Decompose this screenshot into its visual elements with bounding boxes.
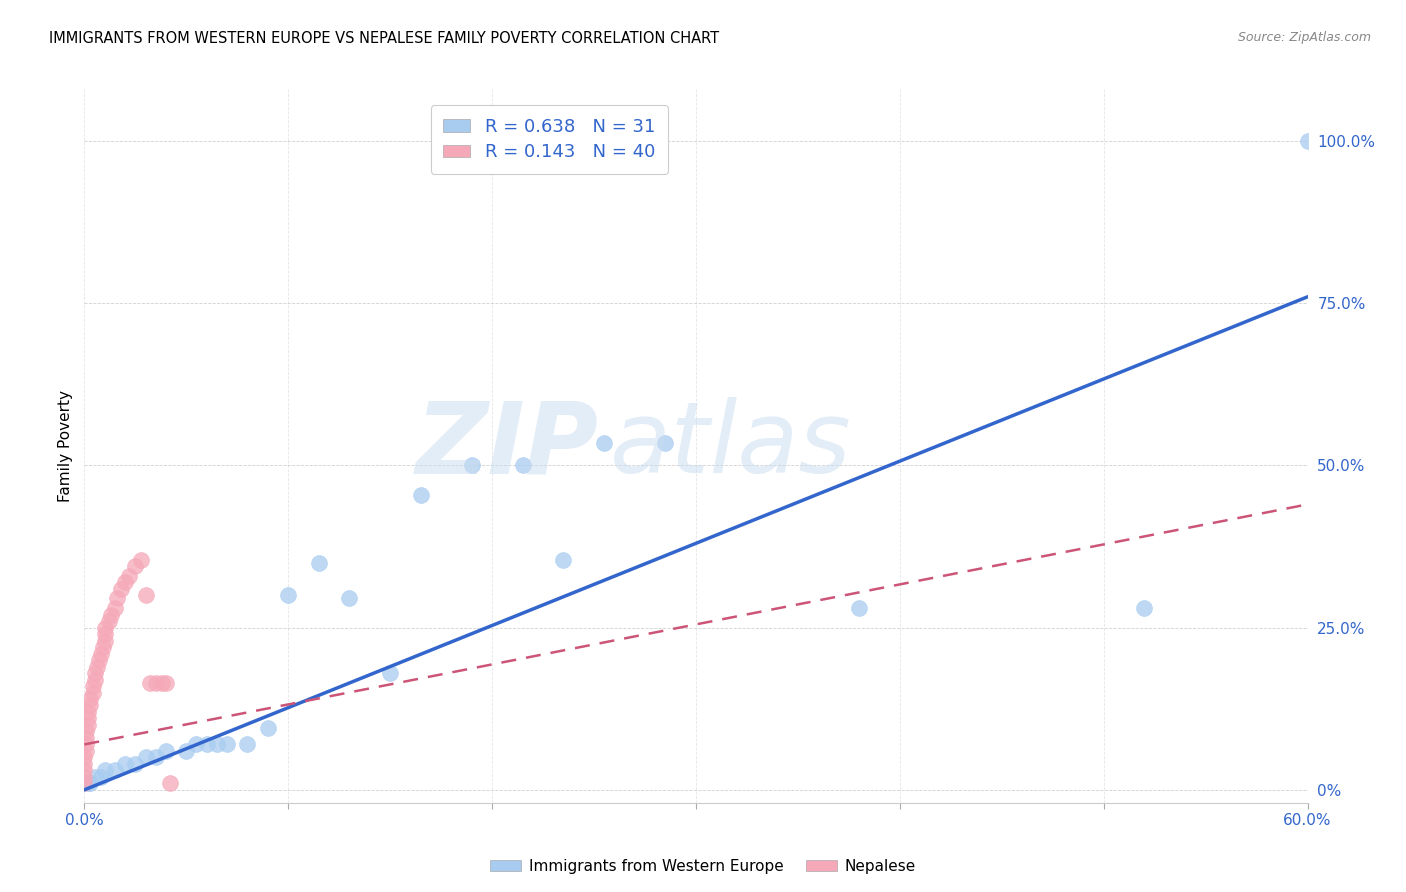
Point [77, 776, 100, 790]
Point [150, 675, 173, 690]
Point [848, 601, 870, 615]
Point [124, 559, 146, 574]
Point [339, 591, 361, 606]
Point [104, 601, 127, 615]
Text: atlas: atlas [610, 398, 852, 494]
Point [105, 591, 128, 606]
Point [308, 556, 330, 570]
Legend: Immigrants from Western Europe, Nepalese: Immigrants from Western Europe, Nepalese [484, 853, 922, 880]
Point [91, 640, 114, 654]
Point [155, 744, 177, 758]
Point [77, 711, 100, 725]
Point [93, 764, 115, 778]
Point [110, 582, 132, 596]
Point [155, 675, 177, 690]
Point [82, 679, 104, 693]
Point [86, 659, 108, 673]
Point [97, 614, 120, 628]
Point [114, 756, 136, 771]
Point [593, 435, 616, 450]
Point [512, 458, 534, 473]
Point [93, 633, 115, 648]
Point [257, 721, 280, 735]
Point [205, 738, 228, 752]
Text: Source: ZipAtlas.com: Source: ZipAtlas.com [1237, 31, 1371, 45]
Point [75, 738, 97, 752]
Point [90, 770, 112, 784]
Text: IMMIGRANTS FROM WESTERN EUROPE VS NEPALESE FAMILY POVERTY CORRELATION CHART: IMMIGRANTS FROM WESTERN EUROPE VS NEPALE… [49, 31, 720, 46]
Point [124, 756, 146, 771]
Point [83, 770, 105, 784]
Point [73, 764, 96, 778]
Point [186, 738, 208, 752]
Point [1133, 601, 1156, 615]
Point [83, 666, 105, 681]
Point [131, 552, 153, 566]
Point [73, 770, 96, 784]
Point [75, 724, 97, 739]
Point [217, 738, 239, 752]
Point [1296, 134, 1319, 148]
Point [77, 718, 100, 732]
Point [73, 776, 96, 790]
Point [87, 653, 110, 667]
Point [93, 621, 115, 635]
Point [145, 750, 167, 764]
Point [100, 607, 122, 622]
Point [135, 750, 157, 764]
Point [93, 627, 115, 641]
Point [553, 552, 575, 566]
Point [174, 744, 197, 758]
Point [77, 705, 100, 719]
Point [118, 568, 141, 582]
Point [380, 666, 402, 681]
Point [83, 673, 105, 687]
Y-axis label: Family Poverty: Family Poverty [58, 390, 73, 502]
Point [461, 458, 484, 473]
Point [138, 675, 160, 690]
Point [90, 647, 112, 661]
Point [79, 692, 101, 706]
Point [114, 575, 136, 590]
Text: ZIP: ZIP [415, 398, 598, 494]
Point [104, 764, 127, 778]
Point [82, 685, 104, 699]
Point [79, 698, 101, 713]
Point [159, 776, 181, 790]
Point [79, 776, 101, 790]
Point [73, 750, 96, 764]
Point [236, 738, 259, 752]
Point [654, 435, 676, 450]
Point [135, 588, 157, 602]
Point [73, 756, 96, 771]
Point [277, 588, 299, 602]
Point [75, 744, 97, 758]
Point [195, 738, 218, 752]
Point [145, 675, 167, 690]
Legend: R = 0.638   N = 31, R = 0.143   N = 40: R = 0.638 N = 31, R = 0.143 N = 40 [430, 105, 668, 174]
Point [409, 488, 432, 502]
Point [75, 731, 97, 745]
